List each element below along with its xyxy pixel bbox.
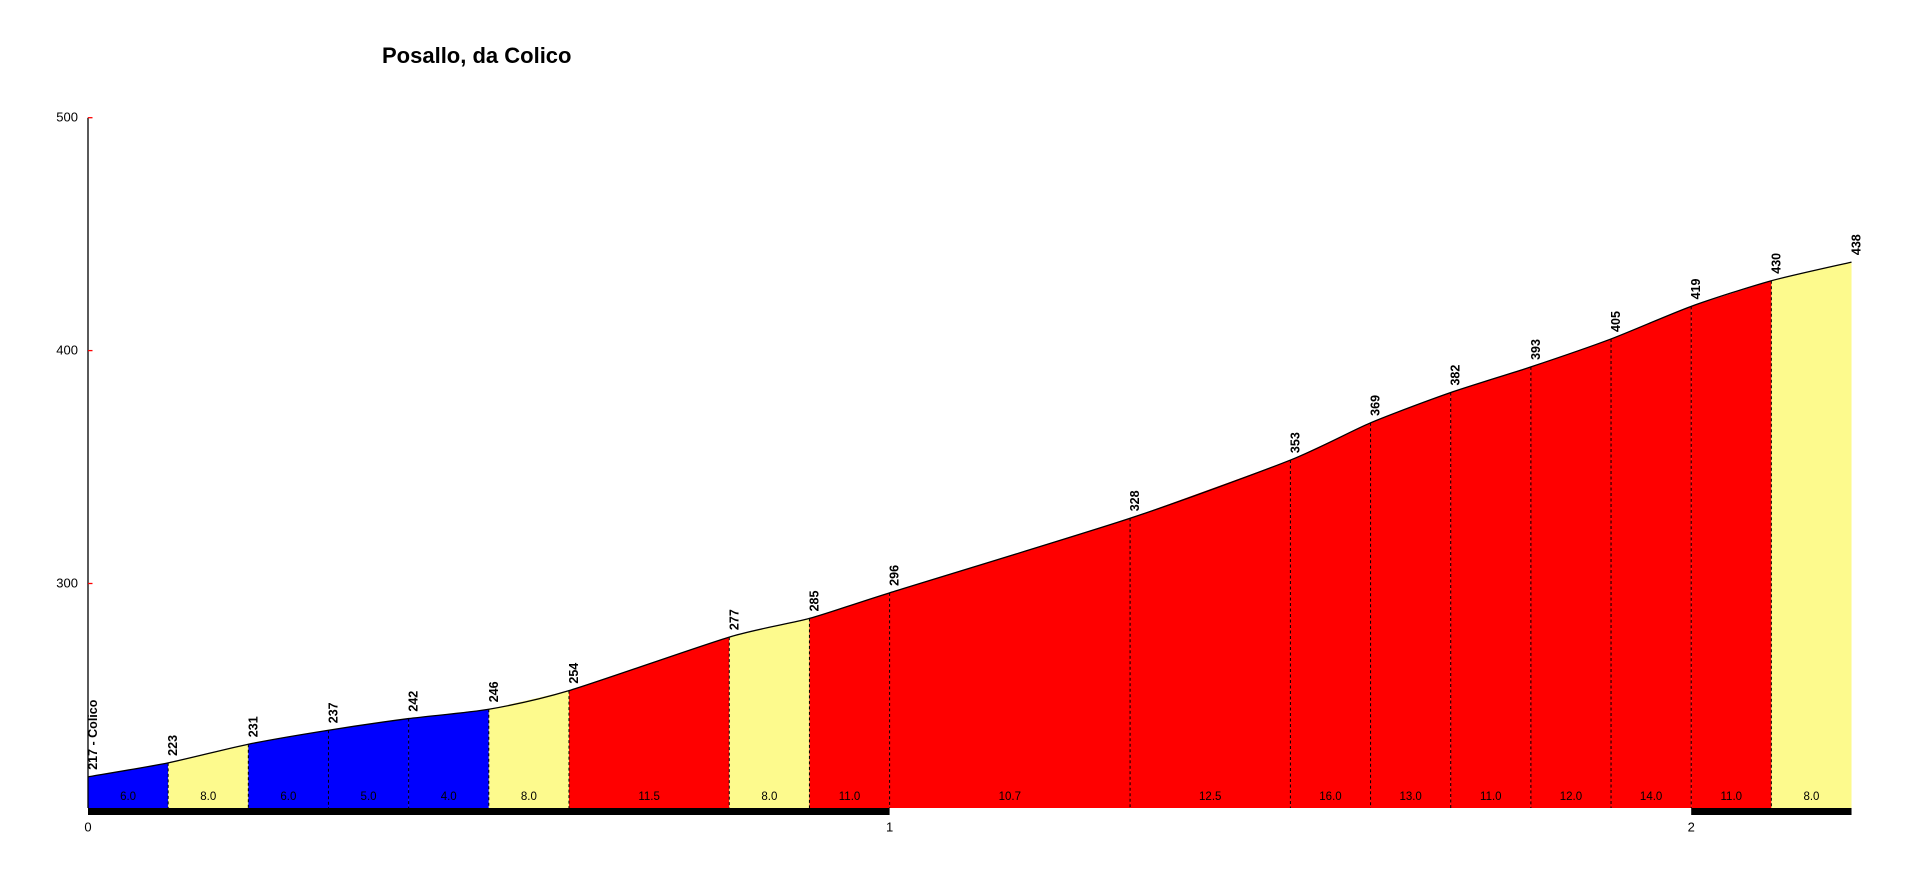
svg-text:500: 500 — [56, 110, 78, 125]
svg-text:8.0: 8.0 — [761, 791, 777, 803]
svg-text:438: 438 — [1850, 234, 1864, 255]
svg-text:2: 2 — [1688, 820, 1695, 835]
svg-text:430: 430 — [1769, 253, 1783, 274]
svg-text:12.5: 12.5 — [1199, 791, 1221, 803]
svg-text:393: 393 — [1529, 339, 1543, 360]
svg-text:296: 296 — [888, 565, 902, 586]
svg-text:369: 369 — [1369, 395, 1383, 416]
svg-text:242: 242 — [407, 691, 421, 712]
svg-text:0: 0 — [84, 820, 91, 835]
svg-text:231: 231 — [246, 716, 260, 737]
svg-text:223: 223 — [166, 735, 180, 756]
svg-text:419: 419 — [1689, 278, 1703, 299]
svg-text:8.0: 8.0 — [1803, 791, 1819, 803]
svg-text:328: 328 — [1128, 490, 1142, 511]
svg-text:285: 285 — [807, 591, 821, 612]
svg-text:11.0: 11.0 — [1721, 791, 1743, 803]
svg-text:13.0: 13.0 — [1399, 791, 1421, 803]
svg-text:11.5: 11.5 — [638, 791, 660, 803]
svg-text:246: 246 — [487, 681, 501, 702]
svg-text:16.0: 16.0 — [1319, 791, 1341, 803]
svg-text:254: 254 — [567, 663, 581, 684]
svg-text:10.7: 10.7 — [999, 791, 1021, 803]
svg-text:8.0: 8.0 — [521, 791, 537, 803]
svg-text:5.0: 5.0 — [361, 791, 377, 803]
svg-text:14.0: 14.0 — [1640, 791, 1662, 803]
svg-text:4.0: 4.0 — [441, 791, 457, 803]
svg-text:300: 300 — [56, 576, 78, 591]
svg-text:12.0: 12.0 — [1560, 791, 1582, 803]
svg-text:6.0: 6.0 — [120, 791, 136, 803]
svg-text:237: 237 — [326, 702, 340, 723]
svg-text:405: 405 — [1609, 311, 1623, 332]
svg-text:1: 1 — [886, 820, 893, 835]
svg-text:277: 277 — [727, 609, 741, 630]
svg-text:382: 382 — [1449, 365, 1463, 386]
svg-text:11.0: 11.0 — [839, 791, 861, 803]
svg-text:400: 400 — [56, 343, 78, 358]
svg-text:6.0: 6.0 — [280, 791, 296, 803]
svg-text:11.0: 11.0 — [1480, 791, 1502, 803]
svg-text:353: 353 — [1288, 432, 1302, 453]
svg-text:8.0: 8.0 — [200, 791, 216, 803]
